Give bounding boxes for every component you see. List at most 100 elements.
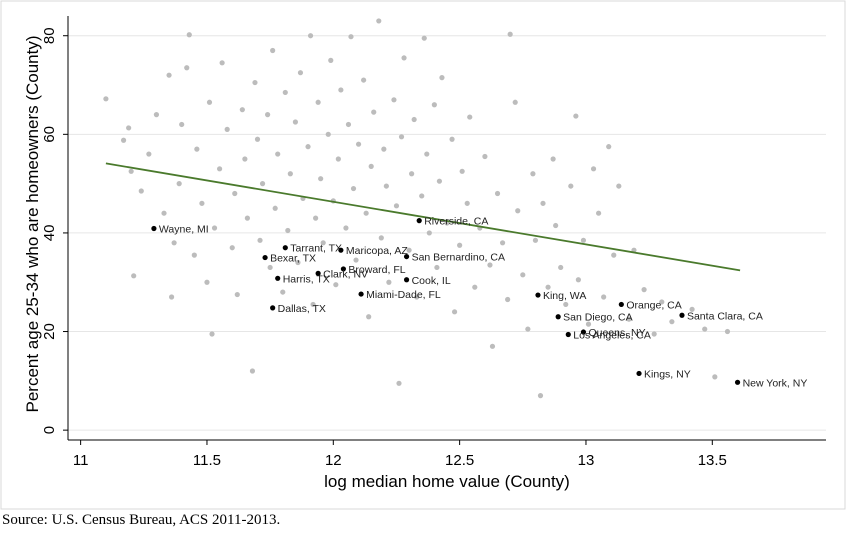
background-point <box>378 235 384 241</box>
point-label: Broward, FL <box>348 264 405 276</box>
background-point <box>267 264 273 271</box>
labeled-point <box>270 305 276 311</box>
point-label: Wayne, MI <box>159 223 209 235</box>
point-label: Harris, TX <box>283 273 330 285</box>
background-point <box>530 171 536 177</box>
labeled-point <box>734 379 741 385</box>
background-point <box>494 190 501 197</box>
background-point <box>563 301 569 308</box>
background-point <box>272 205 278 211</box>
background-point <box>138 188 144 194</box>
background-point <box>724 328 731 335</box>
background-point <box>146 151 152 157</box>
background-point <box>669 319 675 325</box>
background-point <box>368 163 374 169</box>
background-point <box>355 141 362 147</box>
background-point <box>472 284 478 290</box>
background-point <box>232 190 238 197</box>
labeled-point <box>403 277 410 283</box>
background-point <box>451 309 458 315</box>
background-point <box>616 183 622 189</box>
background-point <box>376 18 382 24</box>
tick-labels: 0 20 40 60 80 11 11.5 12 12.5 13 13.5 <box>41 27 727 469</box>
background-point <box>590 166 597 172</box>
background-point <box>318 176 324 182</box>
background-point <box>406 247 412 253</box>
source-note: Source: U.S. Census Bureau, ACS 2011-201… <box>2 512 281 528</box>
background-point <box>414 294 420 300</box>
background-point <box>295 259 301 266</box>
y-tick-label: 40 <box>41 225 58 242</box>
background-point <box>383 183 389 189</box>
background-point <box>361 77 367 83</box>
x-tick-label: 11 <box>73 452 89 469</box>
background-point <box>467 114 473 120</box>
labeled-point <box>555 314 561 320</box>
background-point <box>315 99 321 105</box>
background-point <box>224 126 230 132</box>
background-point <box>489 343 496 349</box>
background-point <box>431 102 437 108</box>
labeled-point <box>565 331 571 338</box>
background-point <box>505 296 511 303</box>
background-point <box>171 240 177 246</box>
background-point <box>206 99 213 105</box>
y-tick-label: 20 <box>41 323 58 340</box>
labeled-point <box>618 301 624 308</box>
x-tick-label: 12.5 <box>445 452 474 469</box>
background-point <box>275 151 281 157</box>
background-point <box>153 112 160 118</box>
point-label: Cook, IL <box>412 275 451 287</box>
background-point <box>126 125 132 131</box>
labeled-point <box>416 218 422 224</box>
labeled-points: Wayne, MI Tarrant, TX Maricopa, AZ Bexar, T… <box>151 216 807 389</box>
background-point <box>558 264 564 271</box>
point-label: Tarrant, TX <box>290 243 342 255</box>
background-point <box>313 215 319 221</box>
background-point <box>371 109 377 115</box>
x-axis-title: log median home value (County) <box>324 472 570 491</box>
axes <box>67 16 826 441</box>
point-label: Bexar, TX <box>270 253 316 265</box>
background-point <box>449 136 455 142</box>
point-label: Queens, NY <box>588 327 645 339</box>
background-point <box>305 144 311 150</box>
background-point <box>128 168 134 174</box>
background-point <box>393 203 400 209</box>
background-point <box>211 225 218 231</box>
background-point <box>166 72 172 78</box>
background-point <box>434 264 440 271</box>
labeled-point <box>262 254 268 261</box>
background-point <box>550 156 556 162</box>
labeled-point <box>358 291 364 297</box>
labeled-point <box>151 225 157 232</box>
background-point <box>282 89 288 96</box>
background-point <box>120 137 127 143</box>
point-label: Santa Clara, CA <box>687 310 763 322</box>
background-point <box>585 321 592 327</box>
background-point <box>525 326 531 332</box>
background-point <box>421 35 427 41</box>
background-point <box>234 291 240 298</box>
background-point <box>131 273 137 279</box>
background-point <box>659 299 665 305</box>
background-point <box>194 146 200 152</box>
background-point <box>553 222 559 229</box>
background-point <box>398 134 405 140</box>
background-point <box>386 279 392 285</box>
background-point <box>363 210 369 216</box>
background-point <box>257 237 263 243</box>
y-axis-title: Percent age 25-34 who are homeowners (Co… <box>23 35 42 412</box>
point-label: Orange, CA <box>626 299 681 311</box>
background-point <box>161 210 167 216</box>
fit-line-group <box>105 162 741 272</box>
background-point <box>353 257 359 263</box>
background-point <box>611 252 617 258</box>
background-point <box>179 121 185 128</box>
background-point <box>285 227 291 234</box>
point-label: San Bernardino, CA <box>412 252 505 264</box>
background-point <box>689 306 695 312</box>
background-point <box>265 112 271 118</box>
background-point <box>335 156 341 162</box>
point-label: King, WA <box>543 290 586 302</box>
